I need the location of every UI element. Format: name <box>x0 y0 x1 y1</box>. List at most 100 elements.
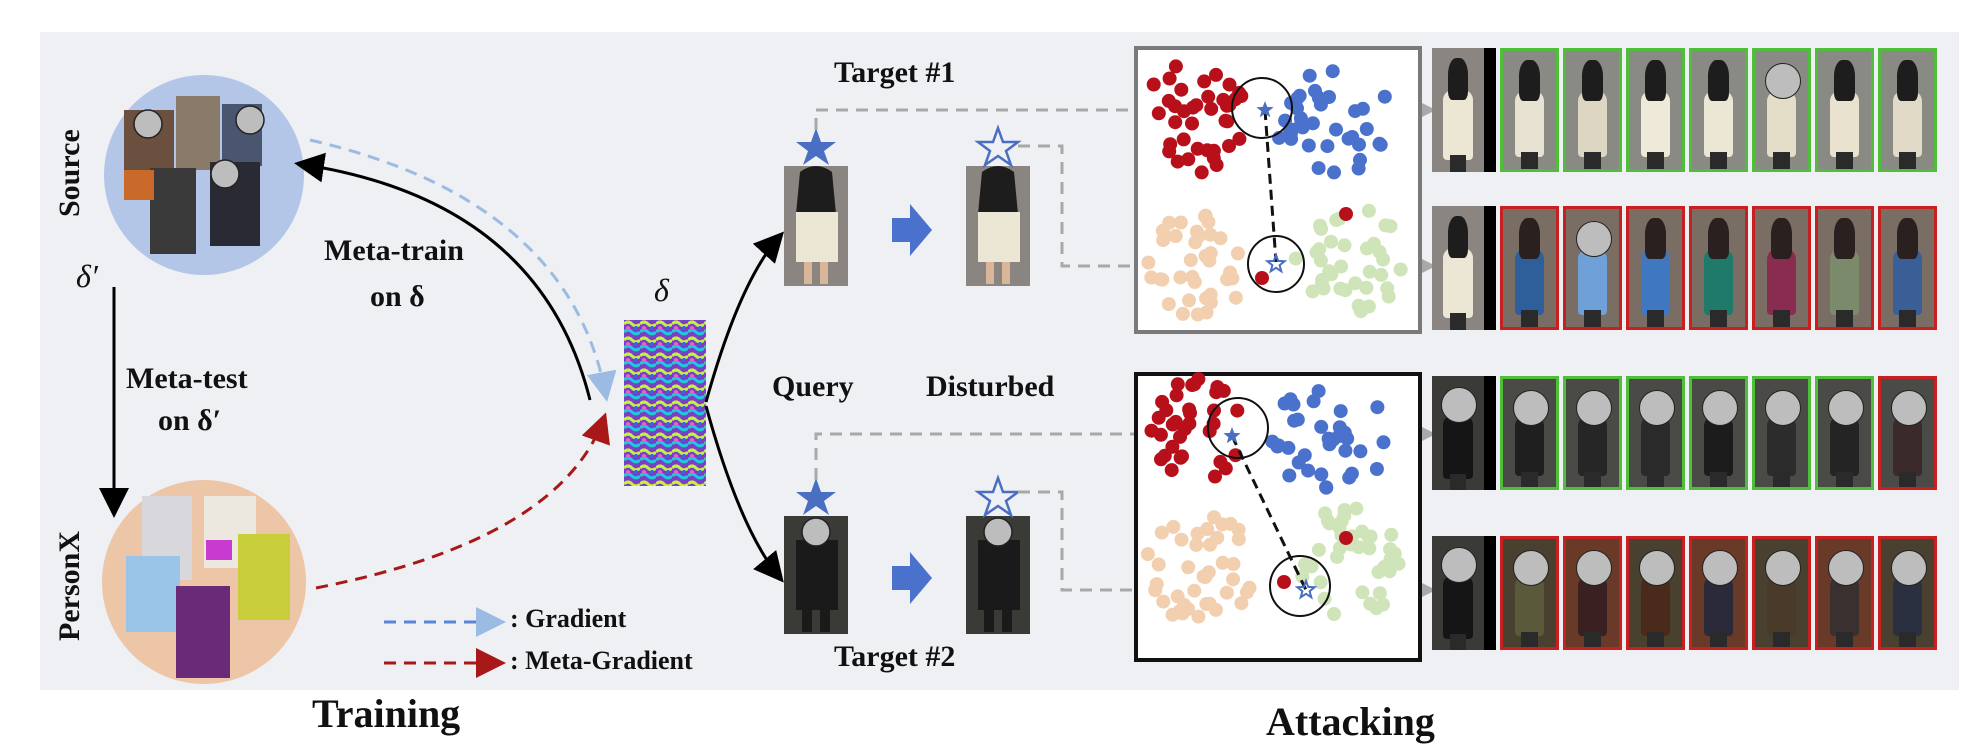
gallery-thumbnail <box>1752 48 1811 172</box>
embedding-point <box>1393 262 1408 277</box>
embedding-point <box>1185 116 1199 131</box>
embedding-point <box>1302 68 1317 83</box>
embedding-point <box>1187 583 1202 598</box>
embedding-point <box>1298 557 1312 572</box>
embedding-point <box>1189 98 1204 113</box>
embedding-point <box>1337 238 1352 253</box>
embedding-point <box>1173 215 1188 230</box>
embedding-point <box>1230 403 1245 418</box>
embedding-point <box>1157 448 1172 463</box>
embedding-point <box>1174 82 1189 97</box>
gallery-thumbnail <box>1815 48 1874 172</box>
gallery-thumbnail <box>1626 536 1685 650</box>
embedding-point <box>1359 280 1374 295</box>
embedding-point <box>1333 404 1348 419</box>
embedding-point <box>1337 425 1352 440</box>
embedding-point <box>1155 394 1170 409</box>
embedding-point <box>1325 64 1340 79</box>
embedding-point <box>1175 449 1189 464</box>
embedding-point <box>1170 589 1185 604</box>
embedding-point <box>1155 272 1170 287</box>
embedding-point <box>1175 306 1190 321</box>
embedding-point <box>1168 229 1183 243</box>
embedding-point <box>1363 596 1378 611</box>
gallery-thumbnail <box>1752 536 1811 650</box>
embedding-point <box>1371 565 1386 579</box>
embedding-point <box>1374 267 1389 282</box>
embedding-point <box>1378 218 1393 233</box>
embedding-point <box>1183 253 1198 268</box>
embedding-point <box>1182 293 1196 308</box>
embedding-point <box>1373 137 1388 152</box>
query-thumbnail <box>1432 48 1496 172</box>
embedding-point <box>1170 377 1185 392</box>
gallery-thumbnail <box>1815 376 1874 490</box>
embedding-point <box>1190 526 1205 541</box>
target2-disturbed-image <box>966 516 1030 634</box>
embedding-point <box>1154 525 1169 540</box>
shift-line <box>1230 435 1308 591</box>
meta-train-arrow <box>294 152 592 401</box>
embedding-point <box>1166 519 1181 534</box>
embedding-point <box>1376 435 1391 450</box>
embedding-point <box>1226 572 1241 587</box>
embedding-point <box>1197 74 1212 89</box>
embedding-point <box>1314 467 1329 482</box>
embedding-point <box>1315 273 1330 287</box>
embedding-point <box>1372 586 1387 601</box>
embedding-point <box>1220 272 1235 287</box>
source-label: Source <box>53 129 86 217</box>
embedding-point <box>1234 596 1249 611</box>
embedding-point <box>1377 89 1392 104</box>
embedding-point <box>1161 297 1176 312</box>
embedding-point <box>1141 255 1156 270</box>
query-thumbnail <box>1432 536 1496 650</box>
embedding-point <box>1362 264 1377 279</box>
embedding-point <box>1277 575 1291 589</box>
embedding-point <box>1292 88 1307 103</box>
embedding-point <box>1202 253 1217 268</box>
meta-test-line1: Meta-test <box>126 362 248 395</box>
embedding-point <box>1231 532 1246 547</box>
target1-disturbed-image <box>966 166 1030 286</box>
attacking-title: Attacking <box>1266 699 1435 744</box>
meta-gradient-arrow <box>315 412 610 590</box>
embedding-point <box>1311 542 1326 557</box>
filled-star-icon <box>796 128 836 165</box>
embedding-point <box>1215 517 1230 532</box>
embedding-point <box>1291 455 1306 470</box>
gallery-thumbnail <box>1626 206 1685 330</box>
embedding-point <box>1327 165 1341 180</box>
embedding-point <box>1176 132 1191 147</box>
query-thumbnail <box>1432 376 1496 490</box>
embedding-point <box>1191 609 1206 624</box>
target2-query-strip <box>1432 376 1937 490</box>
gallery-thumbnail <box>1878 206 1937 330</box>
gallery-thumbnail <box>1563 376 1622 490</box>
embedding-point <box>1308 83 1322 98</box>
embedding-point <box>1199 291 1214 306</box>
embedding-point <box>1181 152 1196 167</box>
embedding-point <box>1216 383 1231 398</box>
embedding-point <box>1168 115 1183 130</box>
neighborhood-circle <box>1269 555 1331 617</box>
embedding-point <box>1349 501 1364 516</box>
delta-to-target1-arrow <box>704 231 785 403</box>
embedding-point <box>1187 377 1202 392</box>
embedding-point <box>1355 101 1370 116</box>
query-thumbnail <box>1432 206 1496 330</box>
source-circle <box>104 75 304 275</box>
embedding-point <box>1202 424 1217 439</box>
embedding-point <box>1255 271 1269 285</box>
embedding-point <box>1234 89 1249 103</box>
meta-train-line1: Meta-train <box>324 234 464 267</box>
embedding-point <box>1151 557 1166 572</box>
target1-query-image <box>784 166 848 286</box>
gallery-thumbnail <box>1563 206 1622 330</box>
neighborhood-circle <box>1231 77 1293 139</box>
embedding-point <box>1319 480 1334 495</box>
embedding-point <box>1198 208 1213 223</box>
delta-label: δ <box>654 272 669 308</box>
query-label: Query <box>772 370 854 403</box>
filled-star-icon <box>1223 427 1241 444</box>
